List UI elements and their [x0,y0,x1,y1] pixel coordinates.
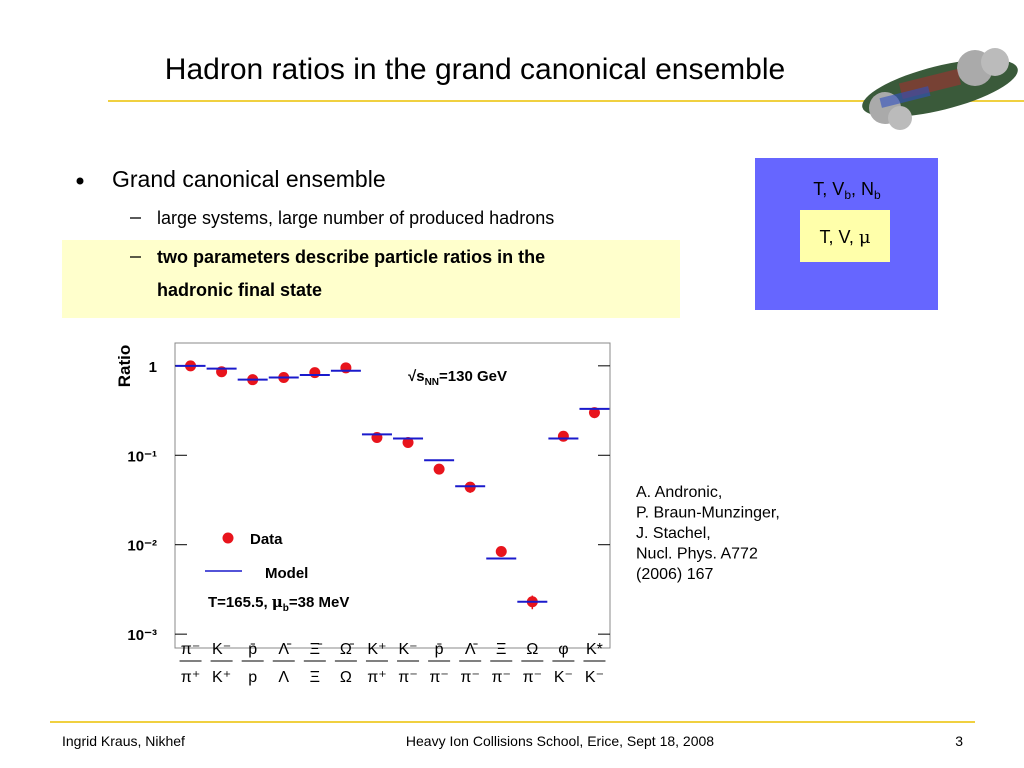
legend-marker [222,532,234,544]
inner-box-label: T, V, μ [819,227,870,248]
annotation: √sNN=130 GeV [408,368,507,388]
x-tick-label: p̄ [435,641,444,658]
inner-box [800,210,890,262]
y-tick-label: 1 [149,359,157,376]
x-tick-label: Ω̄ [340,641,355,658]
data-point [433,463,445,475]
x-tick-label: Ξ [310,669,320,686]
x-tick-label: φ [558,641,568,658]
data-point [495,545,507,557]
bullet-sub: large systems, large number of produced … [157,208,554,228]
x-tick-label: Ξ̄ [310,641,323,658]
x-tick-label: Ω [526,641,538,658]
data-point [309,367,321,379]
x-tick-label: π⁻ [523,669,542,686]
x-tick-label: K⁻ [398,641,417,658]
bullet-sub: hadronic final state [157,280,322,300]
highlight [62,240,680,318]
x-tick-label: π⁻ [181,641,200,658]
y-tick-label: 10⁻² [127,538,157,555]
footer-center: Heavy Ion Collisions School, Erice, Sept… [406,733,714,749]
data-point [557,430,569,442]
reference-line: A. Andronic, [636,484,722,501]
x-tick-label: K⁻ [554,669,573,686]
reference-line: Nucl. Phys. A772 [636,546,758,563]
bullet-main: Grand canonical ensemble [112,166,386,192]
x-tick-label: π⁻ [460,669,479,686]
footer-left: Ingrid Kraus, Nikhef [62,733,185,749]
reference-line: J. Stachel, [636,525,711,542]
x-tick-label: K* [586,641,603,658]
reference-line: P. Braun-Munzinger, [636,505,780,522]
x-tick-label: K⁻ [585,669,604,686]
collision-image [862,48,1018,130]
x-tick-label: p [248,669,257,686]
x-tick-label: π⁻ [492,669,511,686]
x-tick-label: Ω [340,669,352,686]
reference: A. Andronic, P. Braun-Munzinger, J. Stache… [636,484,780,583]
x-tick-label: π⁺ [181,669,200,686]
legend-label: Model [265,565,308,582]
y-tick-label: 10⁻¹ [127,448,157,465]
bullet [76,177,84,185]
y-tick-label: 10⁻³ [127,627,157,644]
x-tick-label: K⁺ [212,669,231,686]
data-point [402,436,414,448]
x-tick-label: K⁺ [367,641,386,658]
x-tick-label: Λ̄ [465,641,479,658]
y-axis-label: Ratio [115,345,134,388]
chart: Ratio √sNN=130 GeV T=165.5, μb=38 MeV 10… [115,342,611,686]
bullet-sub: two parameters describe particle ratios … [157,247,545,267]
x-tick-label: Λ [278,669,289,686]
params: T=165.5, μb=38 MeV [208,593,349,614]
x-tick-label: π⁻ [398,669,417,686]
x-tick-label: Λ̄ [278,641,292,658]
legend-label: Data [250,531,283,548]
slide-title: Hadron ratios in the grand canonical ens… [165,53,785,86]
x-tick-label: Ξ [496,641,506,658]
reference-line: (2006) 167 [636,566,713,583]
x-tick-label: K⁻ [212,641,231,658]
x-tick-label: π⁻ [429,669,448,686]
x-tick-label: π⁺ [367,669,386,686]
page-number: 3 [955,733,963,749]
plot-frame [174,342,611,649]
x-tick-label: p̄ [248,641,257,658]
outer-box-label: T, Vb, Nb [813,179,881,202]
